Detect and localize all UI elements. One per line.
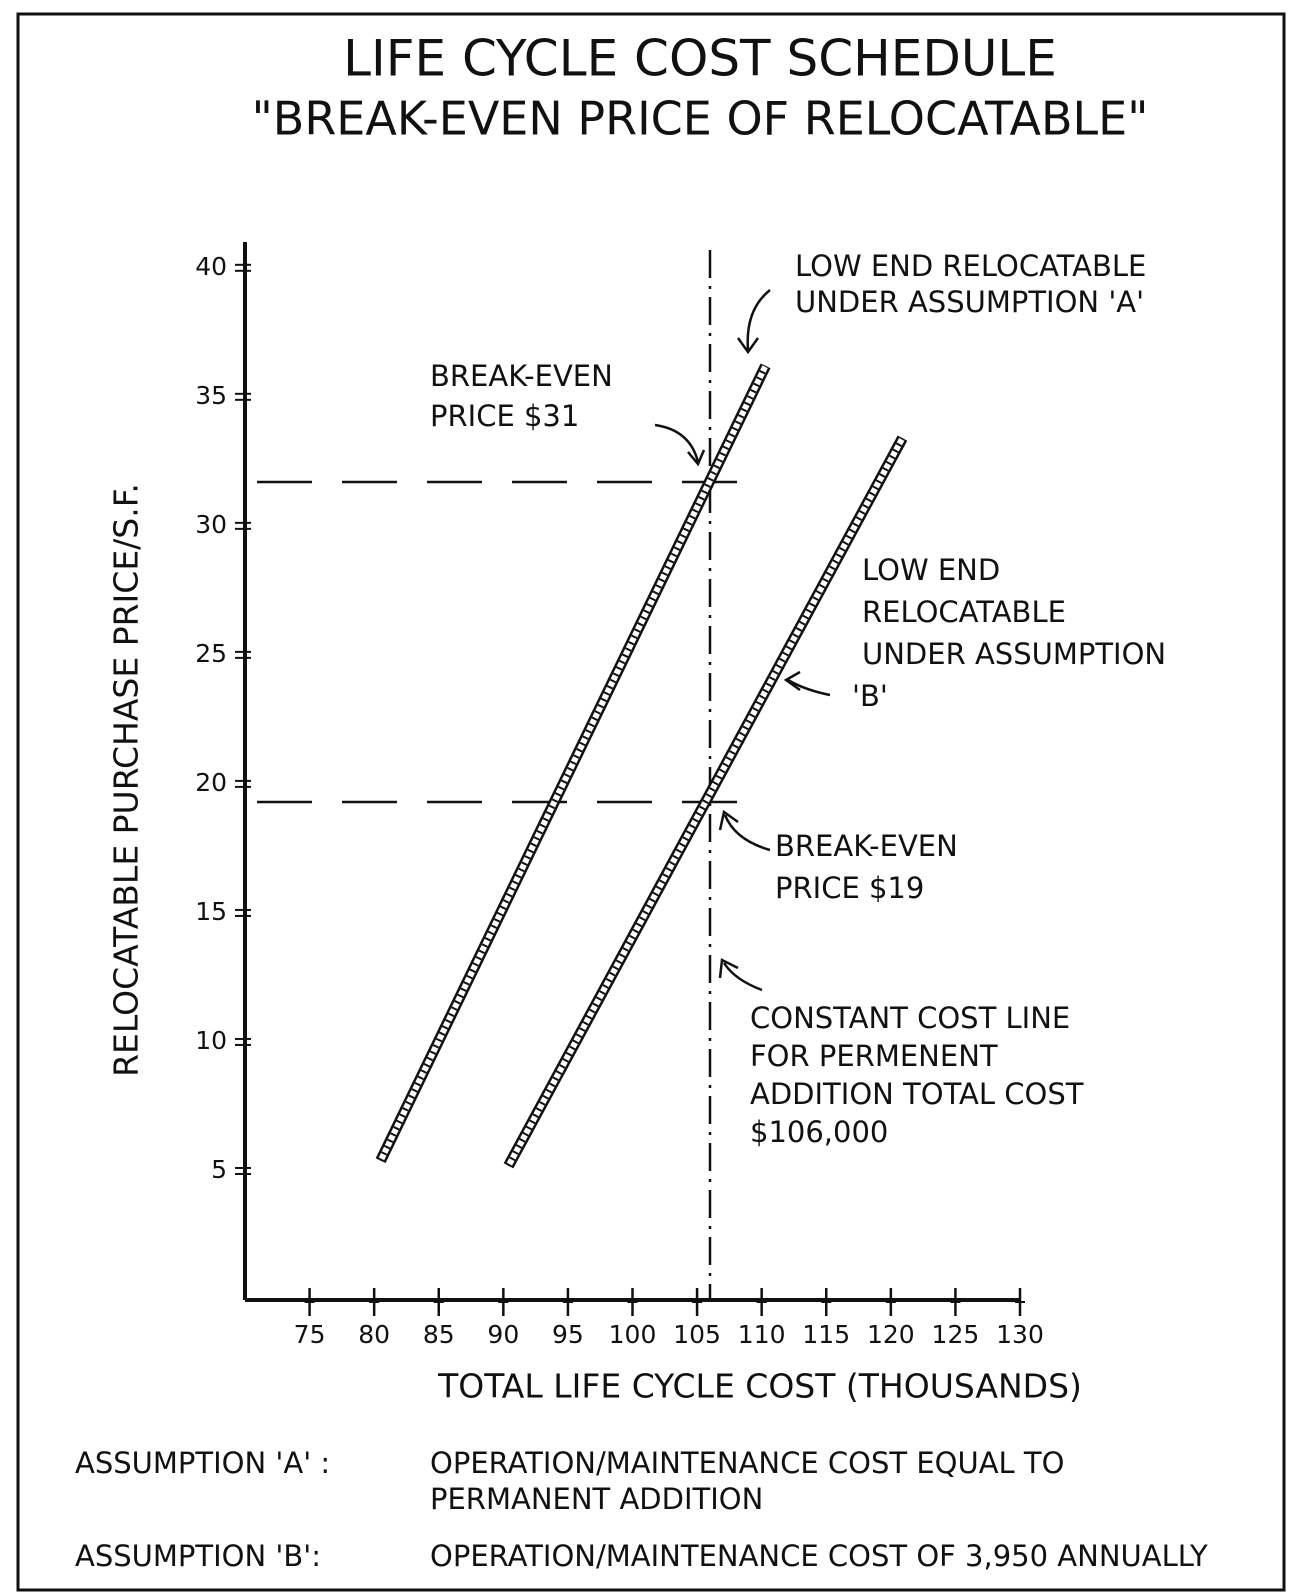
annotation: PRICE $19 xyxy=(775,871,924,905)
annotation: $106,000 xyxy=(750,1115,888,1149)
annotation: CONSTANT COST LINE xyxy=(750,1001,1070,1035)
y-axis-title: RELOCATABLE PURCHASE PRICE/S.F. xyxy=(107,483,146,1077)
x-tick-label: 85 xyxy=(423,1320,455,1349)
annotation: BREAK-EVEN xyxy=(430,359,613,393)
footnote-label: ASSUMPTION 'A' : xyxy=(75,1446,330,1480)
y-tick-label: 25 xyxy=(195,639,227,668)
x-tick-label: 120 xyxy=(867,1320,915,1349)
x-tick-label: 100 xyxy=(609,1320,657,1349)
arrow xyxy=(720,960,762,990)
arrow xyxy=(720,812,770,850)
arrow xyxy=(738,290,770,352)
x-tick-label: 95 xyxy=(552,1320,584,1349)
footnote-label: ASSUMPTION 'B': xyxy=(75,1539,321,1573)
annotation: 'B' xyxy=(852,679,888,713)
chart-subtitle: "BREAK-EVEN PRICE OF RELOCATABLE" xyxy=(252,92,1149,146)
x-tick-label: 105 xyxy=(673,1320,721,1349)
chart: LIFE CYCLE COST SCHEDULE "BREAK-EVEN PRI… xyxy=(0,0,1301,1596)
footnote-text: OPERATION/MAINTENANCE COST OF 3,950 ANNU… xyxy=(430,1539,1208,1573)
x-tick-label: 90 xyxy=(487,1320,519,1349)
y-tick-label: 20 xyxy=(195,768,227,797)
y-tick-label: 30 xyxy=(195,510,227,539)
footnote-text: OPERATION/MAINTENANCE COST EQUAL TO xyxy=(430,1446,1064,1480)
arrow xyxy=(786,672,830,695)
y-tick-label: 15 xyxy=(195,897,227,926)
annotation: FOR PERMENENT xyxy=(750,1039,998,1073)
annotation: RELOCATABLE xyxy=(862,595,1066,629)
arrow xyxy=(655,425,704,464)
x-axis-title: TOTAL LIFE CYCLE COST (THOUSANDS) xyxy=(437,1367,1082,1406)
x-tick-label: 130 xyxy=(996,1320,1044,1349)
annotation: BREAK-EVEN xyxy=(775,829,958,863)
y-tick-label: 10 xyxy=(195,1026,227,1055)
chart-title: LIFE CYCLE COST SCHEDULE xyxy=(343,30,1057,88)
annotation: PRICE $31 xyxy=(430,399,579,433)
x-tick-label: 125 xyxy=(932,1320,980,1349)
x-tick-label: 75 xyxy=(294,1320,326,1349)
footnote-text: PERMANENT ADDITION xyxy=(430,1482,763,1516)
y-tick-label: 40 xyxy=(195,252,227,281)
annotation: ADDITION TOTAL COST xyxy=(750,1077,1084,1111)
annotation: LOW END xyxy=(862,553,1000,587)
annotation: UNDER ASSUMPTION 'A' xyxy=(795,285,1144,319)
y-tick-label: 35 xyxy=(195,381,227,410)
x-tick-label: 80 xyxy=(358,1320,390,1349)
x-tick-label: 110 xyxy=(738,1320,786,1349)
x-tick-label: 115 xyxy=(802,1320,850,1349)
annotation: UNDER ASSUMPTION xyxy=(862,637,1166,671)
y-tick-label: 5 xyxy=(211,1155,227,1184)
annotation: LOW END RELOCATABLE xyxy=(795,249,1146,283)
